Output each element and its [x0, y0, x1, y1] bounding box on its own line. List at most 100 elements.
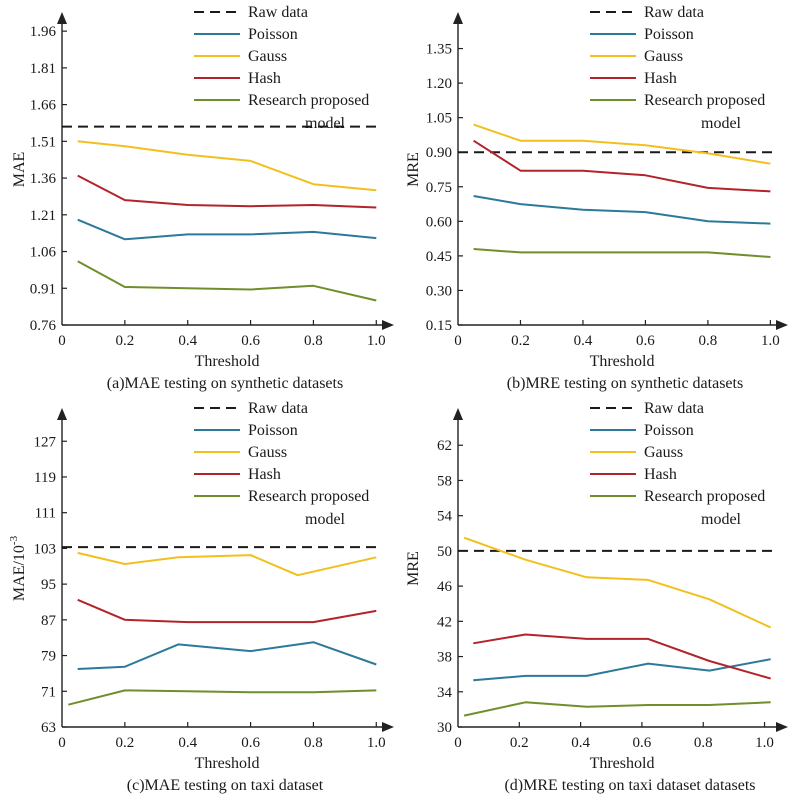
- x-tick-label: 0: [454, 333, 462, 349]
- y-axis-arrow: [57, 408, 67, 420]
- y-tick-label: 1.20: [426, 76, 452, 92]
- gauss-series-line: [473, 123, 771, 165]
- gauss-series-line: [77, 140, 377, 192]
- gauss-series-line: [463, 536, 772, 629]
- y-tick-label: 0.30: [426, 283, 452, 299]
- chart-panel-1: 0.76 0.91 1.06 1.21 1.36 1.51 1.66 1.81 1.96 0 0.2…: [11, 4, 394, 392]
- y-tick-label: 30: [437, 720, 452, 736]
- legend-label-continued: model: [701, 115, 742, 132]
- legend-label: Poisson: [644, 422, 694, 439]
- y-tick-label: 42: [437, 614, 452, 630]
- x-tick-label: 0.6: [636, 333, 655, 349]
- y-tick-label: 0.76: [30, 318, 57, 334]
- y-tick-label: 119: [34, 470, 56, 486]
- legend-label: Research proposed: [644, 488, 765, 505]
- x-tick-label: 0.8: [304, 735, 323, 751]
- x-axis-arrow: [776, 320, 788, 330]
- y-tick-label: 127: [34, 434, 57, 450]
- y-axis-title-text: MAE/10: [11, 545, 28, 601]
- y-tick-label: 46: [437, 579, 453, 595]
- y-tick-label: 111: [35, 506, 56, 522]
- legend-label: Raw data: [248, 4, 308, 21]
- y-tick-label: 1.35: [426, 42, 452, 58]
- poisson-series-line: [473, 658, 771, 682]
- x-axis-title: Threshold: [195, 755, 260, 772]
- x-tick-label: 0.4: [574, 333, 593, 349]
- y-axis-title: MRE: [405, 551, 422, 586]
- x-tick-label: 0.6: [633, 735, 652, 751]
- legend-label: Poisson: [248, 26, 298, 43]
- x-tick-label: 0.2: [115, 735, 134, 751]
- poisson-series-line: [77, 218, 377, 241]
- y-tick-label: 1.21: [30, 208, 56, 224]
- legend-label: Raw data: [644, 4, 704, 21]
- legend-label: Poisson: [248, 422, 298, 439]
- chart-panel-2: 0.15 0.30 0.45 0.60 0.75 0.90 1.05 1.20 1.35 0 0.2…: [405, 4, 788, 392]
- y-tick-label: 87: [41, 613, 57, 629]
- y-tick-label: 79: [41, 649, 56, 665]
- x-tick-label: 0.6: [241, 735, 260, 751]
- legend-label: Gauss: [644, 48, 683, 65]
- x-tick-label: 0.2: [511, 333, 530, 349]
- legend-label-continued: model: [701, 511, 742, 528]
- chart-panel-3: 63 71 79 87 95 103 111 119 127 0 0.2 0.4 0.6 0.8 1.0 Th…: [8, 400, 394, 794]
- legend-label: Hash: [248, 466, 281, 483]
- legend: Raw data Poisson Gauss Hash Research propose…: [194, 400, 369, 528]
- y-tick-label: 1.05: [426, 111, 452, 127]
- legend-label: Research proposed: [248, 488, 369, 505]
- y-tick-label: 1.06: [30, 245, 57, 261]
- x-axis-arrow: [382, 320, 394, 330]
- x-tick-label: 1.0: [755, 735, 774, 751]
- x-tick-label: 0.4: [571, 735, 590, 751]
- y-axis-title-text: MAE: [11, 152, 28, 188]
- panel-caption: (b)MRE testing on synthetic datasets: [507, 375, 743, 392]
- y-tick-label: 0.90: [426, 145, 452, 161]
- x-tick-label: 0.2: [115, 333, 134, 349]
- y-axis-title-text: MRE: [405, 152, 422, 187]
- y-tick-label: 1.81: [30, 61, 56, 77]
- hash-series-line: [77, 174, 377, 209]
- x-tick-label: 0.6: [241, 333, 260, 349]
- y-tick-label: 1.36: [30, 171, 57, 187]
- legend-label: Raw data: [248, 400, 308, 417]
- research-proposed-model-series-line: [463, 701, 771, 717]
- y-tick-label: 50: [437, 544, 452, 560]
- x-tick-label: 0.4: [178, 735, 197, 751]
- legend-label: Research proposed: [248, 92, 369, 109]
- x-tick-label: 0.8: [694, 735, 713, 751]
- legend-label: Gauss: [644, 444, 683, 461]
- legend-label: Raw data: [644, 400, 704, 417]
- y-tick-label: 1.66: [30, 98, 57, 114]
- hash-series-line: [77, 598, 377, 624]
- y-axis-title: MRE: [405, 152, 422, 187]
- legend-label: Poisson: [644, 26, 694, 43]
- x-tick-label: 0: [58, 333, 66, 349]
- y-tick-label: 0.91: [30, 281, 56, 297]
- gauss-series-line: [77, 551, 377, 577]
- x-axis-title: Threshold: [195, 353, 260, 370]
- x-tick-label: 0.8: [304, 333, 323, 349]
- y-axis-arrow: [453, 12, 463, 24]
- x-axis-arrow: [382, 722, 394, 732]
- y-tick-label: 58: [437, 473, 452, 489]
- panel-caption: (a)MAE testing on synthetic datasets: [107, 375, 343, 392]
- y-tick-label: 1.51: [30, 134, 56, 150]
- y-tick-label: 38: [437, 650, 452, 666]
- y-tick-label: 1.96: [30, 24, 57, 40]
- poisson-series-line: [77, 641, 377, 670]
- hash-series-line: [473, 633, 771, 680]
- y-tick-label: 62: [437, 438, 452, 454]
- x-axis-title: Threshold: [590, 755, 655, 772]
- legend: Raw data Poisson Gauss Hash Research propose…: [590, 4, 765, 132]
- y-tick-label: 0.15: [426, 318, 452, 334]
- y-axis-title-superscript: -3: [8, 535, 20, 545]
- y-axis-title-text: MRE: [405, 551, 422, 586]
- legend-label: Research proposed: [644, 92, 765, 109]
- y-axis-title: MAE: [11, 152, 28, 188]
- legend-label-continued: model: [305, 511, 346, 528]
- y-tick-label: 0.60: [426, 214, 452, 230]
- x-tick-label: 1.0: [367, 735, 386, 751]
- y-tick-label: 34: [437, 685, 453, 701]
- y-tick-label: 54: [437, 509, 453, 525]
